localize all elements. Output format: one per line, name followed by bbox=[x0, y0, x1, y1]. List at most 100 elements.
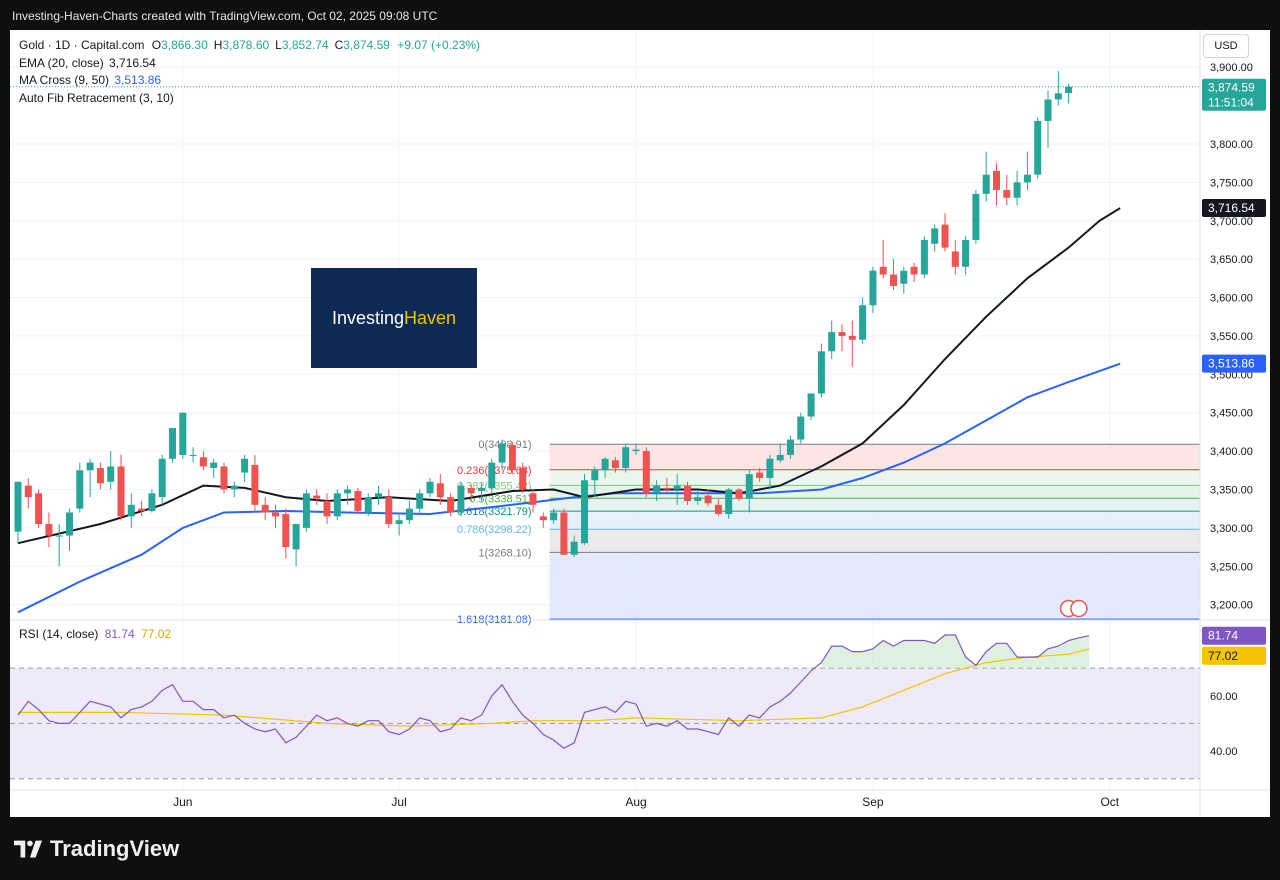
candle bbox=[642, 447, 650, 498]
candle bbox=[261, 497, 269, 521]
candle-body bbox=[900, 270, 908, 284]
last-price-badge-bg bbox=[1202, 78, 1266, 111]
time-axis-label: Aug bbox=[625, 795, 646, 809]
tradingview-footer[interactable]: TradingView bbox=[14, 836, 179, 862]
candle bbox=[86, 458, 94, 498]
candle bbox=[447, 493, 455, 517]
candle bbox=[920, 236, 928, 279]
candle bbox=[766, 454, 774, 490]
candle bbox=[24, 477, 32, 509]
grid-lines bbox=[10, 30, 1200, 790]
candle-body bbox=[684, 485, 691, 501]
rsi-badge-text: 81.74 bbox=[1208, 629, 1238, 643]
symbol-label[interactable]: Gold · 1D · Capital.com bbox=[19, 38, 145, 52]
candle-body bbox=[107, 466, 115, 482]
chart-canvas[interactable]: 0(3408.91)0.236(3375.68)0.382(3355.42)0.… bbox=[10, 30, 1270, 817]
candle bbox=[519, 462, 527, 494]
price-axis-tick: 3,350.00 bbox=[1210, 484, 1253, 496]
candle-body bbox=[642, 451, 650, 494]
price-axis-tick: 3,300.00 bbox=[1210, 523, 1253, 535]
candle bbox=[1044, 90, 1052, 148]
currency-button[interactable]: USD bbox=[1203, 34, 1249, 58]
fib-level-label: 0.618(3321.79) bbox=[457, 506, 532, 518]
candle bbox=[436, 474, 444, 505]
investinghaven-logo: Investing Haven bbox=[311, 268, 477, 368]
candle-body bbox=[879, 266, 887, 275]
ma-price-badge-bg bbox=[1202, 354, 1266, 373]
candle bbox=[756, 467, 764, 482]
time-axis: Jun Jul Aug Sep Oct bbox=[173, 795, 1120, 809]
candle-body bbox=[601, 458, 609, 471]
candle-body bbox=[890, 274, 897, 287]
candle bbox=[714, 498, 722, 517]
candle-body bbox=[436, 483, 444, 498]
candle bbox=[993, 163, 1000, 206]
fib-level-label: 1(3268.10) bbox=[478, 547, 531, 559]
price-axis-tick: 3,250.00 bbox=[1210, 561, 1253, 573]
price-axis-tick: 3,200.00 bbox=[1210, 600, 1253, 612]
candle bbox=[570, 535, 578, 558]
rsi-axis-tick: 60.00 bbox=[1210, 691, 1238, 703]
time-axis-label: Oct bbox=[1100, 795, 1119, 809]
ma-price-badge-text: 3,513.86 bbox=[1208, 357, 1255, 371]
rsi-overbought-fill bbox=[821, 635, 1090, 669]
candle bbox=[982, 151, 990, 202]
candle-body bbox=[972, 193, 980, 240]
candle-body bbox=[673, 485, 681, 490]
price-axis-tick: 3,450.00 bbox=[1210, 408, 1253, 420]
candle-body bbox=[920, 239, 928, 275]
candle bbox=[508, 441, 516, 475]
ema-price-badge-text: 3,716.54 bbox=[1208, 201, 1255, 215]
chart-frame[interactable]: 0(3408.91)0.236(3375.68)0.382(3355.42)0.… bbox=[10, 30, 1270, 817]
candle-body bbox=[817, 351, 825, 394]
candle-body bbox=[745, 474, 753, 499]
candle bbox=[560, 508, 568, 555]
candle bbox=[611, 457, 619, 473]
candle bbox=[405, 500, 413, 525]
candle-body bbox=[375, 493, 382, 498]
candle bbox=[313, 489, 321, 505]
ma-row[interactable]: MA Cross (9, 50) 3,513.86 bbox=[19, 72, 480, 90]
candle bbox=[117, 454, 125, 521]
candle bbox=[797, 412, 805, 444]
price-axis: 3,200.00 3,250.00 3,300.00 3,350.00 3,400.00… bbox=[1210, 62, 1253, 758]
candle bbox=[333, 489, 341, 521]
candle bbox=[869, 266, 877, 313]
fib-zone bbox=[549, 552, 1200, 620]
candle bbox=[323, 493, 331, 525]
candle-body bbox=[344, 489, 352, 494]
candle-body bbox=[86, 462, 94, 471]
candle bbox=[859, 297, 867, 344]
candle bbox=[395, 512, 403, 536]
candle-body bbox=[241, 458, 249, 473]
candle-body bbox=[148, 493, 156, 511]
candle bbox=[416, 489, 424, 513]
candle-body bbox=[66, 512, 73, 536]
fib-retracement: 0(3408.91)0.236(3375.68)0.382(3355.42)0.… bbox=[457, 439, 1200, 626]
candle bbox=[581, 474, 588, 545]
candle bbox=[673, 474, 681, 505]
candle bbox=[745, 470, 753, 513]
candle bbox=[251, 454, 259, 513]
candle-body bbox=[704, 495, 712, 504]
rsi-legend[interactable]: RSI (14, close) 81.74 77.02 bbox=[19, 627, 171, 641]
candle bbox=[550, 508, 558, 525]
fib-row[interactable]: Auto Fib Retracement (3, 10) bbox=[19, 90, 480, 108]
candle bbox=[622, 443, 630, 473]
candle-body bbox=[694, 497, 702, 501]
ema-row[interactable]: EMA (20, close) 3,716.54 bbox=[19, 55, 480, 73]
candle bbox=[241, 454, 249, 482]
candle bbox=[910, 262, 918, 283]
candle bbox=[488, 458, 496, 494]
fib-zone bbox=[549, 498, 1200, 512]
price-axis-tick: 3,800.00 bbox=[1210, 139, 1253, 151]
logo-text-haven: Haven bbox=[404, 307, 457, 328]
candle bbox=[158, 454, 166, 505]
time-axis-label: Sep bbox=[862, 795, 884, 809]
candle-body bbox=[416, 493, 424, 509]
candle-body bbox=[76, 470, 84, 509]
candle-body bbox=[632, 449, 640, 452]
time-axis-label: Jun bbox=[173, 795, 192, 809]
candle bbox=[210, 458, 218, 478]
candle bbox=[66, 508, 73, 551]
